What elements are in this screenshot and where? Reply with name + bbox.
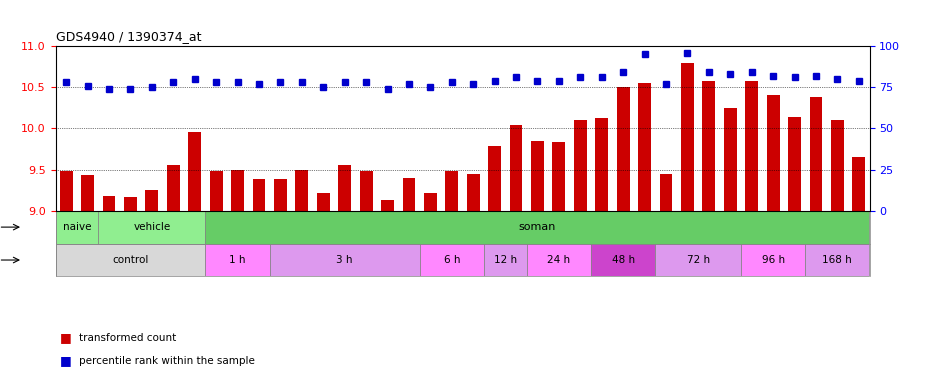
Bar bbox=[746, 81, 758, 211]
FancyBboxPatch shape bbox=[526, 243, 591, 276]
Bar bbox=[360, 171, 373, 211]
FancyBboxPatch shape bbox=[270, 243, 420, 276]
Text: 48 h: 48 h bbox=[611, 255, 635, 265]
Bar bbox=[339, 165, 352, 211]
Bar bbox=[809, 97, 822, 211]
Text: 12 h: 12 h bbox=[494, 255, 517, 265]
Text: 6 h: 6 h bbox=[444, 255, 460, 265]
Bar bbox=[231, 169, 244, 211]
Text: ■: ■ bbox=[60, 331, 72, 344]
Bar bbox=[166, 166, 179, 211]
Bar bbox=[531, 141, 544, 211]
Bar bbox=[724, 108, 736, 211]
Text: control: control bbox=[112, 255, 149, 265]
Text: 168 h: 168 h bbox=[822, 255, 852, 265]
Bar bbox=[638, 83, 651, 211]
Bar bbox=[660, 174, 672, 211]
FancyBboxPatch shape bbox=[741, 243, 806, 276]
Bar bbox=[60, 171, 73, 211]
Text: 96 h: 96 h bbox=[761, 255, 784, 265]
Bar bbox=[596, 119, 608, 211]
Bar bbox=[274, 179, 287, 211]
Bar bbox=[510, 125, 523, 211]
Text: soman: soman bbox=[519, 222, 556, 232]
Bar bbox=[402, 178, 415, 211]
Bar bbox=[467, 174, 480, 211]
FancyBboxPatch shape bbox=[591, 243, 655, 276]
Text: ■: ■ bbox=[60, 354, 72, 367]
Bar bbox=[852, 157, 865, 211]
FancyBboxPatch shape bbox=[484, 243, 526, 276]
Bar bbox=[253, 179, 265, 211]
FancyBboxPatch shape bbox=[205, 211, 870, 243]
Text: 72 h: 72 h bbox=[686, 255, 709, 265]
Bar bbox=[681, 63, 694, 211]
Bar bbox=[189, 132, 201, 211]
FancyBboxPatch shape bbox=[420, 243, 484, 276]
Bar bbox=[124, 197, 137, 211]
Bar bbox=[103, 196, 116, 211]
Bar bbox=[574, 120, 586, 211]
Bar bbox=[81, 175, 94, 211]
FancyBboxPatch shape bbox=[56, 243, 205, 276]
Text: GDS4940 / 1390374_at: GDS4940 / 1390374_at bbox=[56, 30, 201, 43]
Text: 24 h: 24 h bbox=[548, 255, 571, 265]
Bar bbox=[145, 190, 158, 211]
FancyBboxPatch shape bbox=[655, 243, 741, 276]
Bar bbox=[831, 120, 844, 211]
Text: percentile rank within the sample: percentile rank within the sample bbox=[79, 356, 254, 366]
Bar bbox=[445, 171, 458, 211]
FancyBboxPatch shape bbox=[98, 211, 205, 243]
Bar bbox=[767, 96, 780, 211]
Text: 3 h: 3 h bbox=[337, 255, 353, 265]
Text: transformed count: transformed count bbox=[79, 333, 176, 343]
Text: 1 h: 1 h bbox=[229, 255, 246, 265]
Bar bbox=[552, 142, 565, 211]
FancyBboxPatch shape bbox=[56, 211, 98, 243]
FancyBboxPatch shape bbox=[806, 243, 869, 276]
Text: vehicle: vehicle bbox=[133, 222, 170, 232]
Bar bbox=[702, 81, 715, 211]
Bar bbox=[424, 192, 437, 211]
Bar bbox=[788, 117, 801, 211]
Bar bbox=[210, 171, 223, 211]
Bar bbox=[295, 169, 308, 211]
FancyBboxPatch shape bbox=[205, 243, 270, 276]
Text: naive: naive bbox=[63, 222, 92, 232]
Bar bbox=[381, 200, 394, 211]
Bar bbox=[617, 87, 630, 211]
Bar bbox=[488, 146, 501, 211]
Bar bbox=[317, 192, 329, 211]
